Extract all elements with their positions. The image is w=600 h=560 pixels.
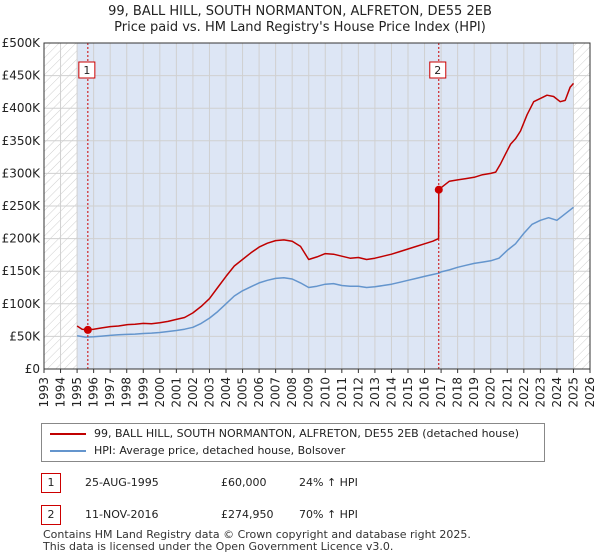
x-tick-label: 2003 [202,377,216,408]
x-tick-label: 1996 [87,377,101,408]
x-tick-label: 1999 [136,377,150,408]
property-price-line [76,82,575,331]
legend-item-property: 99, BALL HILL, SOUTH NORMANTON, ALFRETON… [50,426,519,442]
x-tick-label: 2000 [153,377,167,408]
x-tick-label: 1993 [37,377,51,408]
legend-label-hpi: HPI: Average price, detached house, Bols… [94,444,346,457]
sale-marker-label: 2 [434,64,441,77]
x-tick-label: 2024 [550,377,564,408]
sale-date: 25-AUG-1995 [85,476,159,489]
y-tick-label: £250K [2,199,42,213]
legend-swatch-hpi [50,450,86,452]
y-tick-label: £200K [2,232,42,246]
x-tick-label: 2008 [285,377,299,408]
sale-marker-box [78,61,96,79]
legend-swatch-property [50,433,86,435]
sale-row: 2 11-NOV-2016 £274,950 70% ↑ HPI [41,505,561,525]
x-tick-label: 2006 [252,377,266,408]
plot-frame [43,42,591,370]
sale-price: £60,000 [221,476,267,489]
y-tick-label: £150K [2,264,42,278]
y-tick-label: £300K [2,166,42,180]
x-tick-label: 2022 [517,377,531,408]
footer: Contains HM Land Registry data © Crown c… [43,529,471,553]
x-tick-label: 2021 [500,377,514,408]
x-tick-label: 2026 [583,377,597,408]
y-tick-label: £450K [2,69,42,83]
x-tick-label: 2025 [566,377,580,408]
x-tick-label: 2004 [219,377,233,408]
x-tick-label: 2017 [434,377,448,408]
sale-number-badge: 1 [41,473,61,493]
x-tick-label: 2012 [351,377,365,408]
y-tick-label: £0 [25,362,40,376]
legend: 99, BALL HILL, SOUTH NORMANTON, ALFRETON… [41,423,545,462]
x-tick-label: 1995 [70,377,84,408]
y-tick-label: £50K [9,329,41,343]
legend-item-hpi: HPI: Average price, detached house, Bols… [50,443,345,459]
sale-marker-label: 1 [83,64,90,77]
y-tick-label: £500K [2,36,42,50]
x-tick-label: 2002 [186,377,200,408]
sale-hpi-change: 70% ↑ HPI [299,508,358,521]
sale-marker-box [429,61,447,79]
x-tick-label: 2015 [401,377,415,408]
x-tick-label: 2011 [335,377,349,408]
legend-label-property: 99, BALL HILL, SOUTH NORMANTON, ALFRETON… [94,427,520,440]
price-chart: 1 2 £0 £50K £100K £150K £200K £250K £300K £350K £… [2,36,597,408]
x-tick-label: 1997 [103,377,117,408]
chart-title-line1: 99, BALL HILL, SOUTH NORMANTON, ALFRETON… [108,4,492,19]
sale-point [434,185,443,194]
y-tick-label: £400K [2,101,42,115]
x-tick-label: 2013 [368,377,382,408]
y-tick-label: £100K [2,297,42,311]
y-tick-label: £350K [2,134,42,148]
x-tick-label: 2020 [484,377,498,408]
footer-licence: This data is licensed under the Open Gov… [43,540,394,553]
sale-number-badge: 2 [41,505,61,525]
x-tick-label: 2014 [384,377,398,408]
sale-point [83,325,92,334]
footer-copyright: Contains HM Land Registry data © Crown c… [43,528,471,541]
sale-hpi-change: 24% ↑ HPI [299,476,358,489]
x-tick-label: 2018 [451,377,465,408]
x-tick-label: 1998 [120,377,134,408]
chart-title-line2: Price paid vs. HM Land Registry's House … [114,20,486,35]
sale-price: £274,950 [221,508,274,521]
x-tick-label: 2001 [169,377,183,408]
x-tick-label: 2005 [236,377,250,408]
sale-row: 1 25-AUG-1995 £60,000 24% ↑ HPI [41,473,561,493]
hpi-line [76,206,574,338]
x-tick-label: 2023 [533,377,547,408]
x-tick-label: 1994 [54,377,68,408]
x-tick-label: 2016 [418,377,432,408]
x-tick-label: 2009 [302,377,316,408]
sale-date: 11-NOV-2016 [85,508,159,521]
x-tick-label: 2010 [318,377,332,408]
x-tick-label: 2019 [467,377,481,408]
x-tick-label: 2007 [269,377,283,408]
